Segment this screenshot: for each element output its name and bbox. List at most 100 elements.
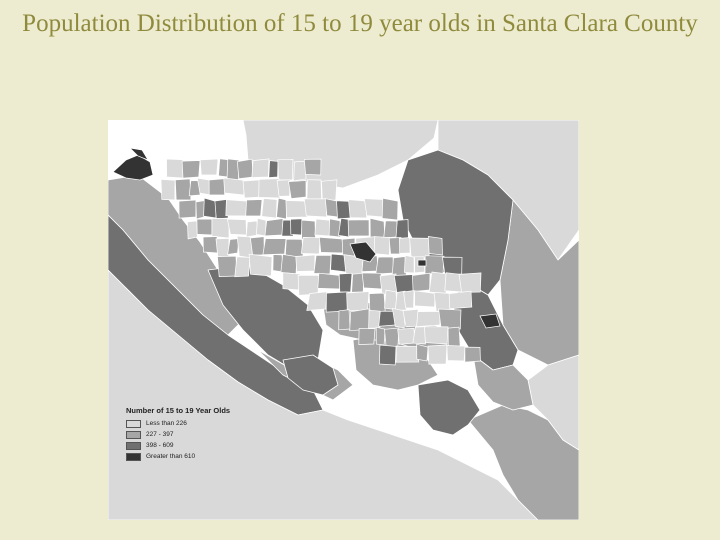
census-tract bbox=[321, 179, 338, 202]
legend-label: 398 - 609 bbox=[146, 442, 174, 449]
census-tract bbox=[424, 255, 445, 275]
census-tract bbox=[346, 291, 370, 312]
census-tract bbox=[166, 158, 184, 179]
census-tract bbox=[306, 179, 322, 201]
census-tract bbox=[395, 219, 409, 240]
legend-item: 398 - 609 bbox=[126, 440, 230, 451]
census-tract bbox=[293, 160, 307, 182]
census-tract bbox=[428, 271, 447, 295]
census-tract bbox=[195, 200, 206, 220]
census-tract bbox=[349, 308, 371, 332]
legend-swatch bbox=[126, 419, 141, 428]
census-tract bbox=[242, 179, 262, 199]
census-tract bbox=[394, 290, 407, 311]
census-tract bbox=[288, 180, 307, 199]
census-tract bbox=[384, 327, 400, 348]
tract-high-northwest bbox=[112, 154, 154, 181]
census-tract bbox=[196, 218, 213, 236]
legend-label: Less than 226 bbox=[146, 420, 187, 427]
choropleth-map: Number of 15 to 19 Year Olds Less than 2… bbox=[108, 120, 579, 520]
census-tract bbox=[245, 220, 259, 238]
census-tract bbox=[338, 217, 351, 238]
legend-item: Greater than 610 bbox=[126, 451, 230, 462]
region-south-county bbox=[467, 404, 579, 520]
census-tract bbox=[188, 180, 201, 197]
census-tract bbox=[208, 178, 226, 196]
census-tract bbox=[383, 220, 398, 239]
census-tract bbox=[347, 219, 370, 237]
census-tract bbox=[448, 290, 473, 310]
census-tract bbox=[215, 238, 230, 260]
census-tract bbox=[399, 237, 411, 254]
census-tract bbox=[363, 198, 385, 218]
census-tract bbox=[276, 179, 291, 197]
census-tract bbox=[361, 272, 383, 290]
census-tract bbox=[306, 291, 328, 311]
census-tract bbox=[317, 272, 341, 290]
legend-item: Less than 226 bbox=[126, 418, 230, 429]
census-tract bbox=[378, 310, 396, 327]
census-tract bbox=[424, 326, 449, 345]
map-canvas bbox=[108, 120, 579, 520]
map-legend: Number of 15 to 19 Year Olds Less than 2… bbox=[126, 406, 230, 462]
legend-swatch bbox=[126, 441, 141, 450]
census-tract bbox=[447, 326, 461, 349]
census-tract bbox=[403, 290, 415, 309]
census-tract bbox=[404, 254, 415, 274]
legend-label: Greater than 610 bbox=[146, 453, 196, 460]
tract-high-downtown bbox=[417, 259, 427, 267]
census-tract bbox=[318, 236, 344, 254]
slide-title: Population Distribution of 15 to 19 year… bbox=[22, 10, 698, 37]
census-tract bbox=[285, 200, 308, 218]
census-tract bbox=[414, 290, 436, 308]
census-tract bbox=[303, 198, 328, 218]
census-tract bbox=[388, 237, 402, 255]
census-tract bbox=[160, 179, 176, 201]
census-tract bbox=[199, 158, 219, 176]
tract-high-northwest-2 bbox=[128, 147, 149, 161]
census-tract bbox=[277, 158, 294, 181]
census-tract bbox=[280, 253, 298, 275]
census-tract bbox=[391, 307, 406, 329]
census-tract bbox=[218, 158, 229, 178]
census-tract bbox=[303, 158, 322, 176]
census-tract bbox=[256, 217, 267, 237]
census-tract bbox=[301, 219, 316, 240]
census-tract bbox=[416, 311, 441, 327]
census-tract bbox=[328, 218, 341, 238]
census-tract bbox=[325, 291, 349, 313]
tract-high-east bbox=[479, 313, 501, 329]
region-almaden bbox=[417, 379, 481, 436]
census-tract bbox=[314, 218, 331, 237]
census-tract bbox=[290, 218, 303, 236]
census-tract bbox=[368, 292, 386, 314]
census-tract bbox=[248, 253, 273, 277]
census-tract bbox=[223, 177, 246, 196]
census-tract bbox=[258, 178, 281, 199]
census-tract bbox=[174, 178, 192, 201]
census-tract bbox=[397, 327, 415, 345]
region-southeast bbox=[527, 354, 579, 451]
census-tract bbox=[464, 346, 481, 363]
census-tract bbox=[187, 220, 198, 240]
census-tract bbox=[348, 199, 368, 219]
census-tract bbox=[245, 199, 263, 217]
region-los-gatos bbox=[282, 354, 339, 396]
census-tract bbox=[181, 160, 201, 179]
census-tract bbox=[234, 256, 251, 278]
census-tract bbox=[438, 308, 462, 330]
census-tract bbox=[446, 345, 466, 362]
census-tract bbox=[178, 199, 197, 219]
census-tract bbox=[226, 218, 247, 236]
census-tract bbox=[375, 326, 386, 346]
census-tract bbox=[395, 345, 420, 363]
census-tract bbox=[250, 236, 265, 256]
legend-label: 227 - 397 bbox=[146, 431, 174, 438]
census-tract bbox=[217, 255, 238, 277]
census-tract bbox=[236, 158, 254, 180]
legend-item: 227 - 397 bbox=[126, 429, 230, 440]
census-tract bbox=[409, 237, 431, 259]
census-tract bbox=[338, 272, 353, 293]
tract-high-central bbox=[349, 241, 377, 263]
census-tract bbox=[214, 199, 229, 220]
